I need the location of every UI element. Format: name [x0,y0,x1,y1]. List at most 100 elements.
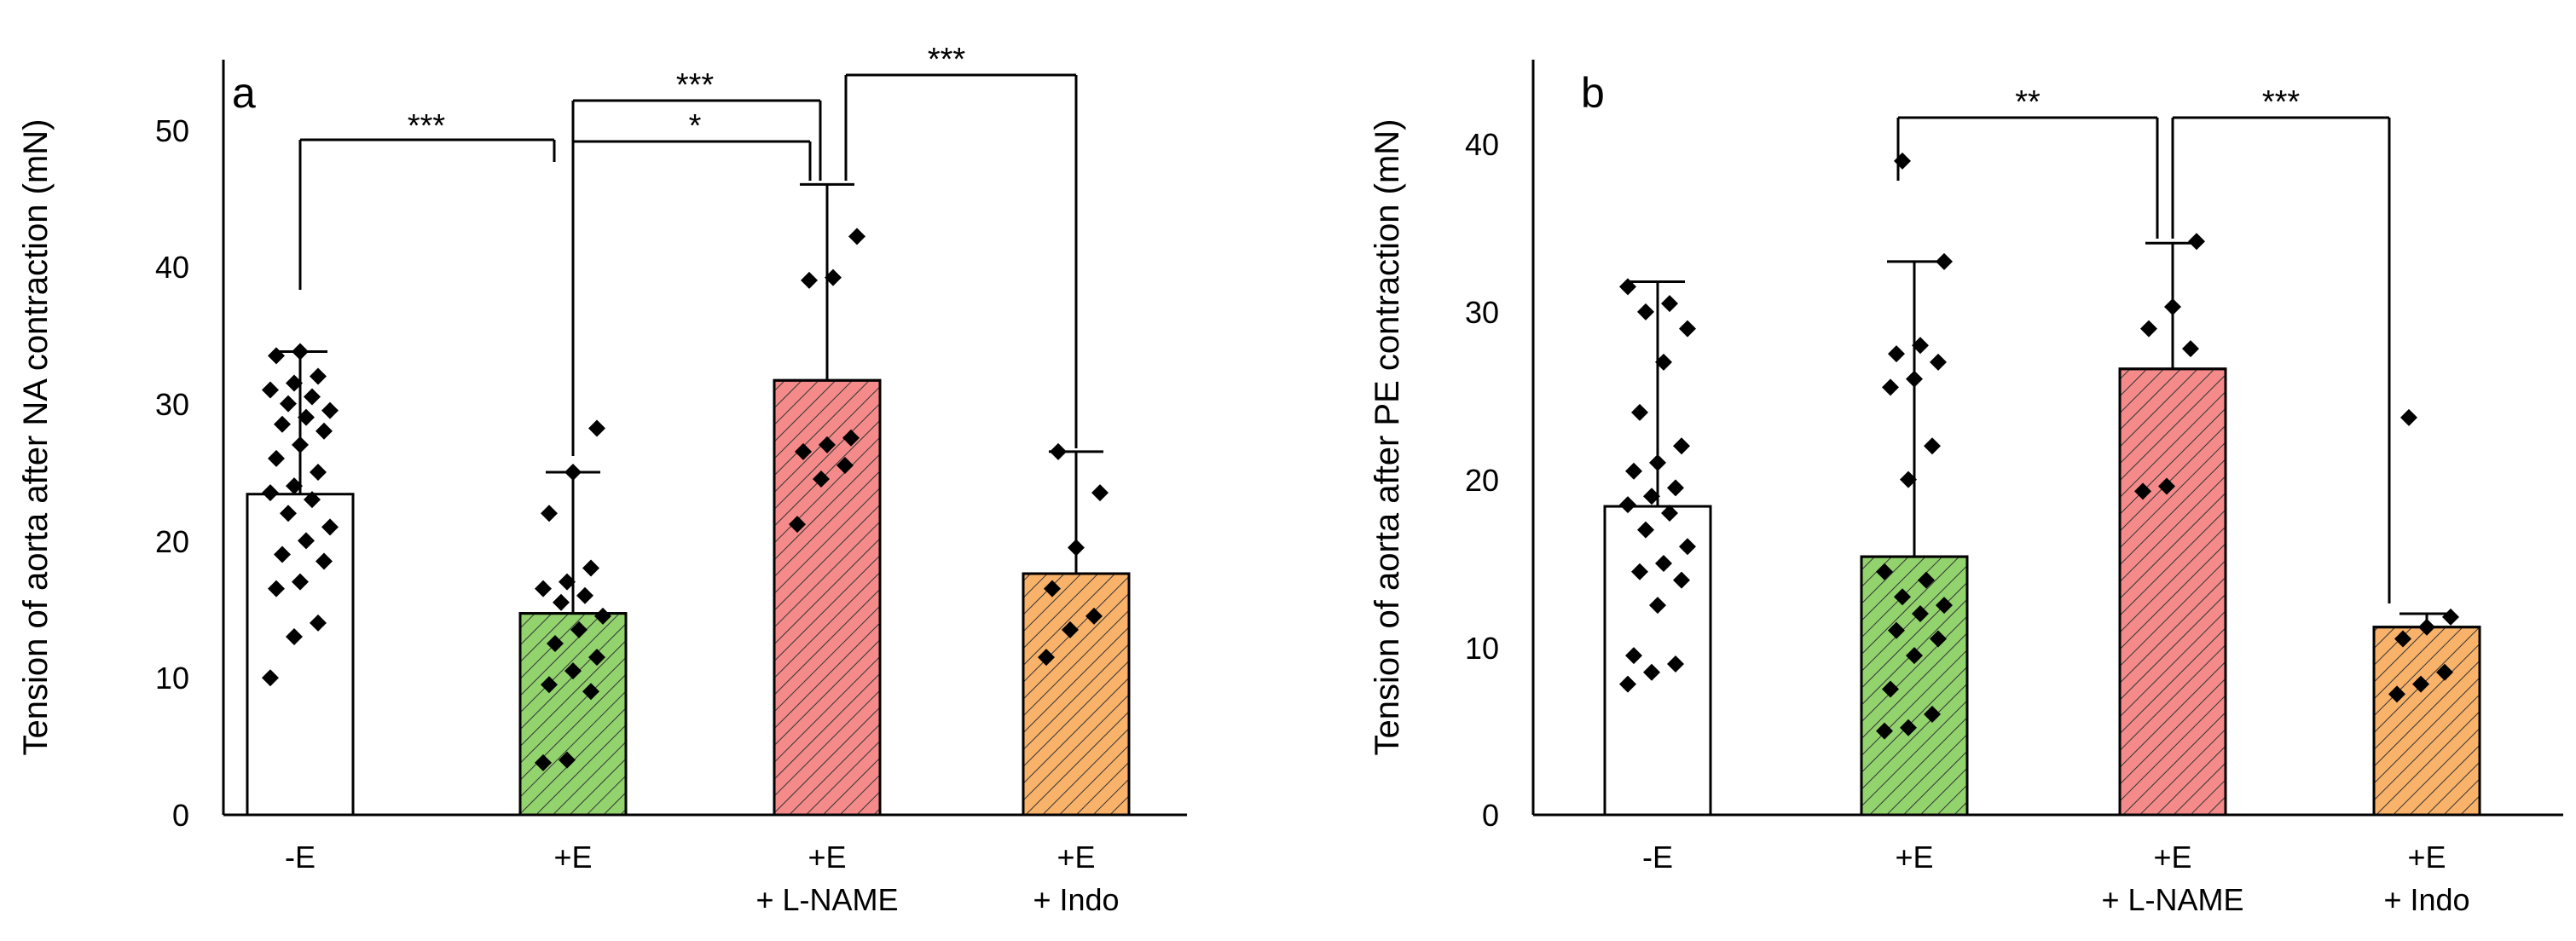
panel-b-ytick-label: 30 [1465,295,1499,330]
panel-a-point [795,442,812,460]
panel-b-point [1924,705,1941,723]
panel-b-point [1679,538,1696,556]
panel-b-xtick-label: +E [1895,840,1933,875]
panel-b-point [1876,563,1893,580]
panel-a-sig-label: *** [408,108,446,144]
panel-b-ytick-label: 40 [1465,127,1499,162]
panel-a-point [262,669,279,687]
panel-a-xtick-sublabel: + Indo [1033,882,1119,917]
panel-b-point [1625,462,1642,480]
panel-b-point [2164,297,2181,315]
panel-a-point [274,546,291,563]
panel-a-point [262,381,279,399]
panel-a-point [559,751,576,769]
panel-a-point [825,268,842,286]
panel-b-xtick-label: +E [2153,840,2191,875]
panel-b-point [1619,675,1636,693]
panel-b-point [1924,437,1941,455]
panel-b-point [1888,345,1905,363]
panel-a-point [541,505,558,522]
panel-a-point [310,464,327,481]
panel-a-point [292,573,309,591]
panel-b-y-ticks: 0 10 20 30 40 [1465,127,1499,833]
panel-a-point [321,401,339,419]
panel-a-point [594,607,611,625]
panel-b-point [2394,630,2411,648]
panel-b-point [1637,303,1654,320]
panel-a-point [262,484,279,502]
panel-a-label: a [232,69,256,117]
panel-a-point [280,395,297,413]
panel-b-point [1930,353,1947,371]
panel-a-point [1050,442,1067,460]
panel-a-point [321,518,339,536]
panel-b-point [1882,378,1899,396]
panel-b-y-axis-title: Tension of aorta after PE contraction (m… [1369,119,1406,756]
panel-b-xtick-label: +E [2407,840,2446,875]
panel-a-point [292,343,309,361]
panel-b-point [2436,663,2453,681]
panel-a-point [588,419,605,437]
panel-a-point [588,649,605,667]
panel-b-point [1637,521,1654,539]
panel-b-point [1673,437,1690,455]
panel-a-x-labels: -E +E +E + L-NAME +E + Indo [285,840,1120,917]
panel-a-point [1091,484,1109,502]
panel-b-point [1882,680,1899,698]
panel-b-point [2182,340,2199,358]
panel-a-xtick-sublabel: + L-NAME [755,882,898,917]
panel-b-label: b [1581,69,1605,117]
panel-b-bar-hatch-2 [2118,367,2227,817]
panel-a-point [547,635,564,652]
panel-a-point [570,621,588,638]
panel-b-ytick-label: 0 [1482,798,1499,833]
panel-b-point [1900,470,1917,488]
panel-b-point [1894,152,1911,170]
panel-b-point [1912,604,1929,622]
panel-a-point [582,683,599,701]
panel-b-point [1679,320,1696,338]
panel-b-point [1661,504,1678,522]
panel-a-point [292,436,309,453]
panel-a-xtick-label: +E [808,840,846,875]
panel-b: b Tension of aorta after PE contraction … [1369,60,2563,917]
panel-b-sig-label: *** [2262,84,2301,120]
panel-a-sig-label: *** [676,67,715,103]
panel-a-point [1085,607,1103,625]
panel-a-point [836,456,854,474]
panel-b-point [1649,453,1666,471]
panel-b-bar-hatch-3 [2372,626,2481,817]
panel-b-point [1930,630,1947,648]
panel-b-sig-label: ** [2015,84,2041,120]
panel-b-point [2188,233,2205,251]
panel-b-ytick-label: 10 [1465,631,1499,666]
panel-b-point [2158,477,2175,495]
panel-a-point [813,470,830,488]
panel-b-point [1655,554,1672,572]
panel-a-ytick-label: 40 [155,250,189,285]
panel-a-ytick-label: 20 [155,524,189,559]
panel-b-xtick-label: -E [1642,840,1673,875]
panel-a-point [286,627,303,645]
panel-a-point [582,559,599,577]
panel-b-point [1655,353,1672,371]
panel-a-point [1038,649,1055,667]
panel-b-point [1625,647,1642,665]
panel-b-point [1912,337,1929,355]
panel-a-point [789,516,806,534]
panel-a-point [268,347,285,365]
panel-a-point [315,552,333,570]
panel-a-point [304,491,321,509]
panel-a-xtick-label: +E [1056,840,1095,875]
panel-a-ytick-label: 30 [155,387,189,422]
panel-a: a Tension of aorta after NA contraction … [17,42,1187,917]
panel-a-point [848,228,865,245]
panel-b-point [1631,563,1648,580]
panel-a-point [286,374,303,392]
panel-b-point [1667,479,1684,497]
panel-b-point [1906,647,1923,665]
panel-a-point [553,593,570,611]
panel-b-point [1906,370,1923,388]
panel-a-bar-hatch-1 [518,612,628,817]
